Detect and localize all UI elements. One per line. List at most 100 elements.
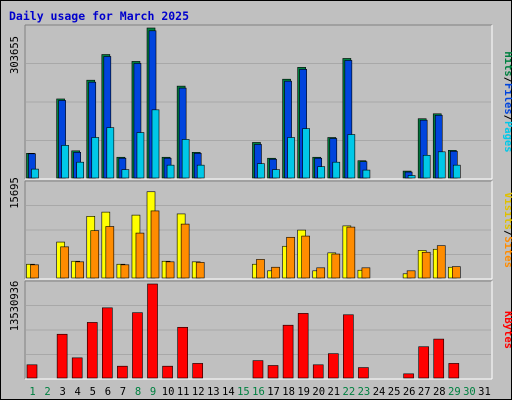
kbytes-legend: KBytes <box>502 311 512 349</box>
sites-bar <box>120 264 130 279</box>
sites-bar <box>60 246 69 279</box>
sites-bar <box>256 259 265 279</box>
sites-bar <box>30 264 39 279</box>
kbytes-bar <box>433 338 445 379</box>
day-label: 11 <box>177 386 190 398</box>
day-label: 8 <box>135 386 141 398</box>
legend-files: Files <box>502 83 512 115</box>
sites-bar <box>195 262 205 279</box>
day-label: 18 <box>282 386 295 398</box>
kbytes-bar <box>147 283 158 379</box>
legend-visits: Visits <box>502 192 512 230</box>
day-label: 23 <box>358 386 371 398</box>
sites-bar <box>421 251 431 279</box>
kbytes-bar <box>71 357 83 379</box>
kbytes-bar <box>403 373 414 379</box>
legend-separator: / <box>502 77 512 83</box>
pages-bar <box>407 175 416 179</box>
pages-bar <box>121 169 130 179</box>
kbytes-bar <box>252 360 264 379</box>
pages-bar <box>302 128 310 179</box>
day-label: 31 <box>478 386 491 398</box>
day-label: 3 <box>59 386 65 398</box>
day-label: 14 <box>222 386 235 398</box>
pages-bar <box>166 164 175 179</box>
kbytes-bar <box>192 363 204 379</box>
sites-bar <box>105 226 115 279</box>
legend-hits: Hits <box>502 51 512 76</box>
day-label: 22 <box>343 386 356 398</box>
day-label: 9 <box>150 386 156 398</box>
legend-separator: / <box>502 115 512 121</box>
pages-bar <box>31 168 39 179</box>
day-label: 27 <box>418 386 431 398</box>
kbytes-axis-max-label: 13530936 <box>9 281 21 332</box>
visits-sites-legend: Visits/Sites <box>502 192 512 268</box>
sites-bar <box>406 270 416 279</box>
kbytes-bar <box>343 314 354 379</box>
day-label: 24 <box>373 386 386 398</box>
day-label: 13 <box>207 386 220 398</box>
pages-bar <box>362 169 371 179</box>
day-label: 10 <box>162 386 175 398</box>
kbytes-bar <box>177 326 188 379</box>
pages-bar <box>151 109 160 179</box>
day-label: 5 <box>90 386 96 398</box>
legend-sites: Sites <box>502 236 512 268</box>
kbytes-bar <box>282 324 294 379</box>
hits-axis-max-label: 303655 <box>9 36 21 74</box>
kbytes-bar <box>86 322 98 379</box>
kbytes-bar <box>448 363 460 379</box>
pages-bar <box>422 154 431 179</box>
pages-bar <box>453 164 461 179</box>
day-label: 30 <box>463 386 476 398</box>
day-label: 21 <box>327 386 340 398</box>
pages-bar <box>347 134 356 179</box>
kbytes-bar <box>132 312 143 379</box>
sites-bar <box>150 210 160 279</box>
sites-bar <box>165 261 175 279</box>
pages-bar <box>91 137 100 179</box>
pages-bar <box>257 163 265 179</box>
pages-bar <box>61 145 69 179</box>
sites-bar <box>180 223 190 279</box>
kbytes-bar <box>358 367 369 379</box>
kbytes-bar <box>162 365 173 379</box>
kbytes-bar <box>418 346 429 379</box>
sites-bar <box>331 253 341 279</box>
chart-title: Daily usage for March 2025 <box>9 9 190 23</box>
day-label: 6 <box>105 386 111 398</box>
sites-bar <box>90 230 100 279</box>
day-label: 1 <box>29 386 35 398</box>
pages-bar <box>181 139 190 179</box>
pages-bar <box>287 137 295 179</box>
kbytes-bar <box>56 333 68 379</box>
pages-bar <box>332 161 341 179</box>
kbytes-bar <box>117 365 128 379</box>
sites-bar <box>271 266 280 279</box>
sites-bar <box>452 266 461 279</box>
pages-bar <box>272 169 280 179</box>
pages-bar <box>106 127 115 179</box>
pages-bar <box>317 166 326 179</box>
sites-bar <box>361 267 371 279</box>
sites-bar <box>75 261 84 279</box>
visits-axis-max-label: 15695 <box>9 177 21 209</box>
sites-bar <box>135 232 145 279</box>
pages-bar <box>437 151 446 179</box>
day-label: 19 <box>297 386 310 398</box>
sites-bar <box>346 226 356 279</box>
day-label: 29 <box>448 386 461 398</box>
day-label: 17 <box>267 386 280 398</box>
kbytes-bar <box>327 353 339 379</box>
kbytes-bar <box>102 307 113 379</box>
sites-bar <box>316 267 326 279</box>
pages-bar <box>196 164 205 179</box>
legend-pages: Pages <box>502 121 512 153</box>
day-label: 12 <box>192 386 205 398</box>
pages-bar <box>136 132 145 179</box>
day-label: 7 <box>120 386 126 398</box>
day-label: 4 <box>75 386 81 398</box>
